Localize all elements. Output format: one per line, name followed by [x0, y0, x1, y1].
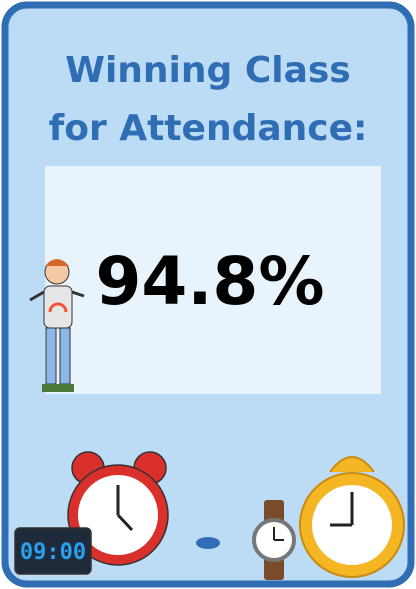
- attendance-value: 94.8%: [96, 243, 325, 320]
- title-line: Winning Class: [65, 50, 351, 91]
- digital-clock: 09:00: [15, 528, 91, 574]
- page: Winning Class for Attendance: 94.8% 09:0…: [0, 0, 416, 589]
- title-line: for Attendance:: [49, 108, 368, 149]
- logo: [196, 537, 220, 549]
- digital-display: 09:00: [20, 540, 86, 565]
- poster: Winning Class for Attendance: 94.8% 09:0…: [0, 0, 416, 589]
